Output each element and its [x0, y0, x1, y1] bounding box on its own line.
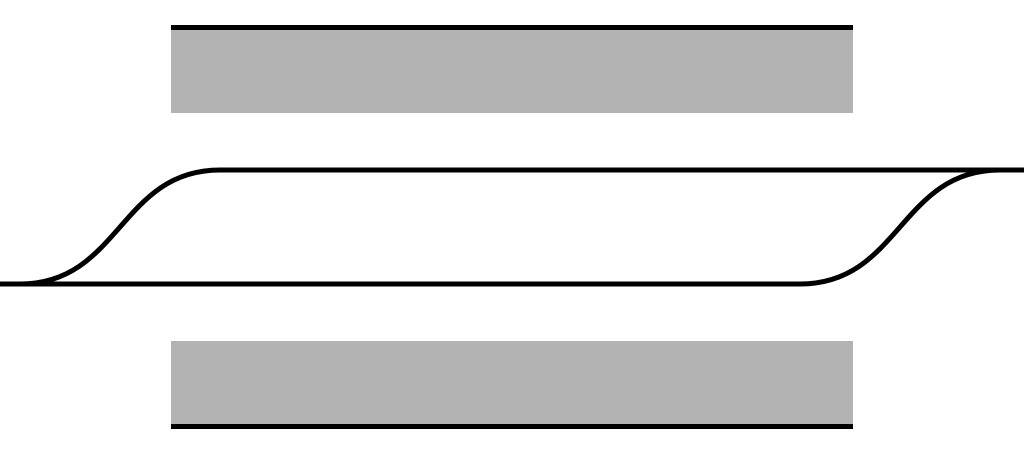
lower-curve — [0, 167, 1024, 287]
top-plate — [171, 29, 853, 113]
upper-curve — [0, 167, 1024, 287]
bottom-plate — [171, 341, 853, 425]
